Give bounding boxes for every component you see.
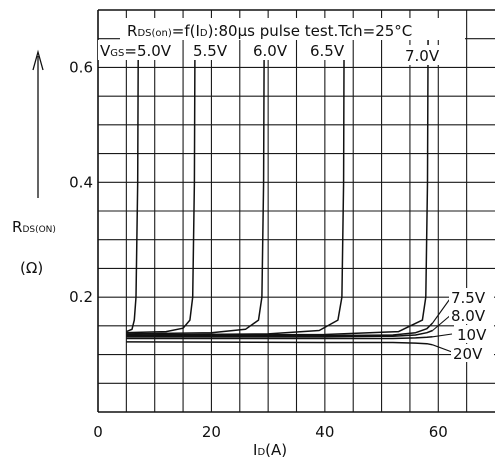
y-tick-label: 0.2 xyxy=(69,288,93,306)
label-bg-8.0v xyxy=(449,306,494,324)
series-label-20v: 20V xyxy=(453,345,483,363)
series-label-7.5v: 7.5V xyxy=(451,289,486,307)
x-tick-label: 40 xyxy=(315,423,334,441)
leader-line xyxy=(432,295,453,324)
label-bg-6.5v xyxy=(307,40,349,60)
x-tick-label: 60 xyxy=(429,423,448,441)
label-bg-10v xyxy=(454,325,494,343)
label-bg-20v xyxy=(451,344,494,362)
leader-line xyxy=(432,313,453,331)
series-label-8.0v: 8.0V xyxy=(451,307,486,325)
vgs-label-background xyxy=(98,40,180,60)
series-line-6.5v xyxy=(126,32,345,336)
label-bg-7.0v xyxy=(402,45,446,65)
series-label-6.5v: 6.5V xyxy=(310,42,345,60)
leader-line xyxy=(432,344,453,353)
series-line-5.5v xyxy=(126,32,196,334)
leader-lines xyxy=(432,295,453,353)
series-line-7.5v xyxy=(126,322,434,337)
label-bg-7.5v xyxy=(449,288,494,306)
x-tick-label: 0 xyxy=(93,423,103,441)
series-group xyxy=(126,32,434,346)
chart-title: RDS(on)=f(ID):80μs pulse test.Tch=25°C xyxy=(127,22,412,40)
y-axis-unit: (Ω) xyxy=(20,259,43,277)
series-line-vgs-5.0v xyxy=(126,32,140,333)
x-tick-label: 20 xyxy=(202,423,221,441)
series-label-vgs-5.0v: VGS=5.0V xyxy=(100,42,172,60)
series-line-10v xyxy=(126,336,433,340)
y-axis-arrow-head xyxy=(32,49,44,71)
title-background xyxy=(120,18,465,40)
series-label-5.5v: 5.5V xyxy=(193,42,228,60)
leader-line xyxy=(432,333,453,338)
series-label-6.0v: 6.0V xyxy=(253,42,288,60)
series-line-20v xyxy=(126,341,433,346)
series-line-7.0v xyxy=(126,32,429,337)
y-tick-label: 0.6 xyxy=(69,58,93,76)
label-bg-5.5v xyxy=(190,40,232,60)
series-label-10v: 10V xyxy=(457,326,487,344)
series-label-7.0v: 7.0V xyxy=(405,47,440,65)
x-axis-title: ID(A) xyxy=(253,441,287,459)
y-tick-label: 0.4 xyxy=(69,173,93,191)
plot-frame xyxy=(97,9,495,413)
series-line-8.0v xyxy=(126,329,433,338)
y-axis-title: RDS(ON) xyxy=(12,218,56,236)
series-line-6.0v xyxy=(126,32,265,335)
tick-labels: 0 20 40 60 0.2 0.4 0.6 xyxy=(69,58,448,441)
label-bg-6.0v xyxy=(250,40,292,60)
